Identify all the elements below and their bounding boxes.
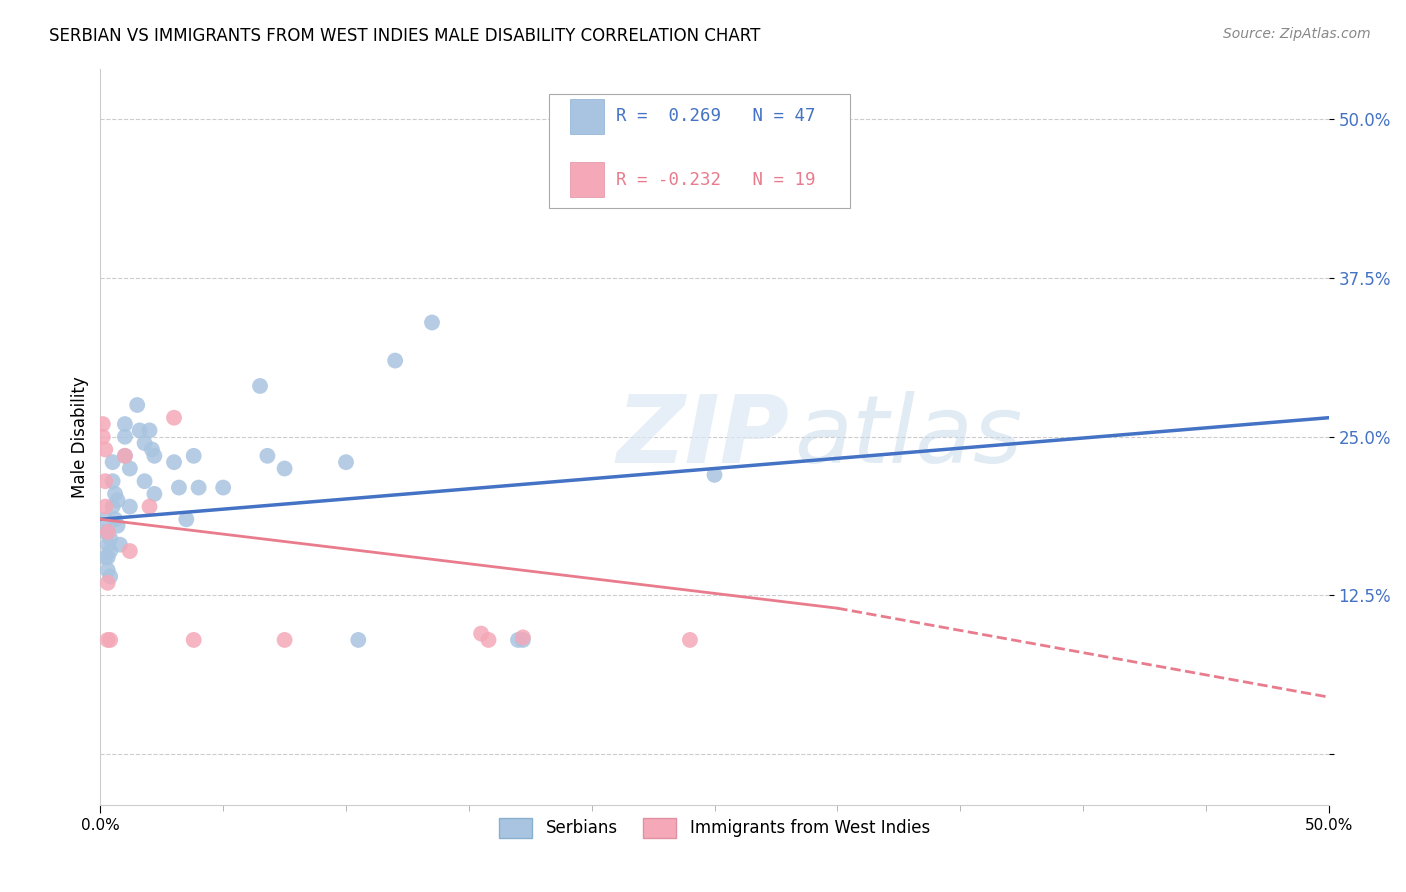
Text: SERBIAN VS IMMIGRANTS FROM WEST INDIES MALE DISABILITY CORRELATION CHART: SERBIAN VS IMMIGRANTS FROM WEST INDIES M… [49, 27, 761, 45]
Point [98, 632, 121, 647]
Point [118, 544, 141, 558]
Y-axis label: Male Disability: Male Disability [72, 376, 89, 498]
Point [97, 563, 120, 577]
Legend: Serbians, Immigrants from West Indies: Serbians, Immigrants from West Indies [492, 811, 936, 845]
Point [470, 626, 492, 640]
Point [94, 524, 117, 539]
Point [98, 532, 121, 546]
Point [107, 493, 129, 508]
Point [703, 467, 725, 482]
Point [384, 353, 406, 368]
FancyBboxPatch shape [548, 95, 849, 209]
Point [114, 449, 136, 463]
Point [98, 544, 121, 558]
Bar [569, 99, 605, 134]
Point [477, 632, 499, 647]
Point [183, 632, 205, 647]
Point [143, 487, 166, 501]
Bar [569, 162, 605, 197]
Point [98, 569, 121, 583]
Point [512, 632, 534, 647]
Point [249, 379, 271, 393]
Text: Source: ZipAtlas.com: Source: ZipAtlas.com [1223, 27, 1371, 41]
Point [143, 449, 166, 463]
Point [97, 575, 120, 590]
Point [94, 550, 117, 565]
Point [97, 550, 120, 565]
Point [91, 430, 114, 444]
Point [114, 417, 136, 431]
Text: R =  0.269   N = 47: R = 0.269 N = 47 [616, 107, 815, 126]
Point [114, 430, 136, 444]
Point [104, 512, 127, 526]
Point [138, 500, 160, 514]
Point [94, 512, 117, 526]
Point [273, 632, 295, 647]
Point [256, 449, 278, 463]
Point [94, 474, 117, 488]
Point [94, 442, 117, 457]
Point [163, 455, 186, 469]
Point [420, 316, 443, 330]
Point [187, 481, 209, 495]
Point [506, 632, 529, 647]
Point [176, 512, 198, 526]
Point [167, 481, 190, 495]
Point [118, 461, 141, 475]
Point [104, 487, 127, 501]
Point [273, 461, 295, 475]
Point [183, 449, 205, 463]
Point [163, 410, 186, 425]
Point [97, 632, 120, 647]
Point [97, 538, 120, 552]
Point [134, 436, 156, 450]
Point [335, 455, 357, 469]
Text: ZIP: ZIP [616, 391, 789, 483]
Point [128, 424, 150, 438]
Point [679, 632, 702, 647]
Point [141, 442, 163, 457]
Point [101, 500, 124, 514]
Point [97, 524, 120, 539]
Point [108, 538, 131, 552]
Point [127, 398, 149, 412]
Point [101, 455, 124, 469]
Point [347, 632, 370, 647]
Point [134, 474, 156, 488]
Point [101, 474, 124, 488]
Point [512, 631, 534, 645]
Point [114, 449, 136, 463]
Point [94, 500, 117, 514]
Point [107, 518, 129, 533]
Text: atlas: atlas [794, 392, 1022, 483]
Point [118, 500, 141, 514]
Point [138, 424, 160, 438]
Point [97, 524, 120, 539]
Point [212, 481, 235, 495]
Text: R = -0.232   N = 19: R = -0.232 N = 19 [616, 170, 815, 189]
Point [91, 417, 114, 431]
